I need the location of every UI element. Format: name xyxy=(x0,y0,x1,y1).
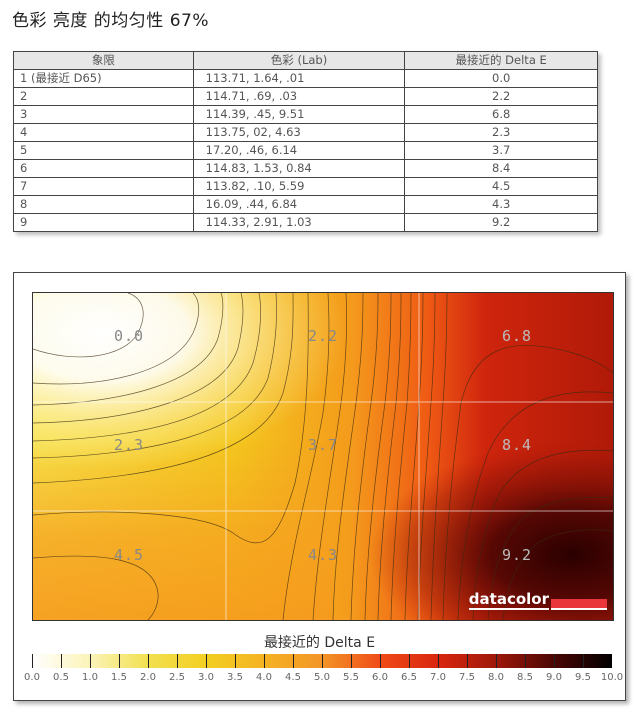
cell-lab: 114.39, .45, 9.51 xyxy=(192,105,406,124)
cell-quadrant: 9 xyxy=(13,213,194,232)
cell-value-q6: 8.4 xyxy=(501,436,533,454)
legend-tick-label: 0.5 xyxy=(53,672,69,683)
legend-tick-label: 1.5 xyxy=(111,672,127,683)
cell-lab: 114.71, .69, .03 xyxy=(192,87,406,106)
cell-delta-e: 2.2 xyxy=(404,87,598,106)
cell-delta-e: 3.7 xyxy=(404,141,598,160)
table-row: 9 114.33, 2.91, 1.03 9.2 xyxy=(13,213,598,232)
cell-delta-e: 6.8 xyxy=(404,105,598,124)
cell-quadrant: 1 (最接近 D65) xyxy=(13,69,194,88)
cell-lab: 113.82, .10, 5.59 xyxy=(192,177,406,196)
lab-table: 象限 色彩 (Lab) 最接近的 Delta E 1 (最接近 D65) 113.… xyxy=(13,51,598,232)
legend-tick-label: 8.0 xyxy=(488,672,504,683)
cell-quadrant: 6 xyxy=(13,159,194,178)
cell-value-q5: 3.7 xyxy=(307,436,339,454)
cell-value-q8: 4.3 xyxy=(307,546,339,564)
logo-text: datacolor xyxy=(468,590,549,610)
legend-tick-label: 9.5 xyxy=(575,672,591,683)
legend-tick-label: 7.5 xyxy=(459,672,475,683)
cell-delta-e: 9.2 xyxy=(404,213,598,232)
table-header-row: 象限 色彩 (Lab) 最接近的 Delta E xyxy=(13,51,598,70)
table-row: 8 16.09, .44, 6.84 4.3 xyxy=(13,195,598,214)
cell-delta-e: 0.0 xyxy=(404,69,598,88)
legend-tick-label: 6.5 xyxy=(401,672,417,683)
header-lab: 色彩 (Lab) xyxy=(192,51,406,70)
cell-quadrant: 3 xyxy=(13,105,194,124)
legend-tick-label: 10.0 xyxy=(600,672,624,683)
header-quadrant: 象限 xyxy=(13,51,194,70)
legend-tick-label: 8.5 xyxy=(517,672,533,683)
uniformity-chart: 0.0 2.2 6.8 2.3 3.7 8.4 4.5 4.3 9.2 data… xyxy=(13,272,626,701)
legend-title: 最接近的 Delta E xyxy=(263,635,376,651)
cell-value-q4: 2.3 xyxy=(113,436,145,454)
cell-lab: 16.09, .44, 6.84 xyxy=(192,195,406,214)
table-row: 7 113.82, .10, 5.59 4.5 xyxy=(13,177,598,196)
legend-tick-label: 9.0 xyxy=(546,672,562,683)
legend-tick-label: 4.5 xyxy=(285,672,301,683)
table-row: 6 114.83, 1.53, 0.84 8.4 xyxy=(13,159,598,178)
cell-lab: 113.75, 02, 4.63 xyxy=(192,123,406,142)
cell-lab: 114.83, 1.53, 0.84 xyxy=(192,159,406,178)
cell-value-q3: 6.8 xyxy=(501,327,533,345)
legend-ticks xyxy=(32,654,612,668)
legend-tick-label: 5.0 xyxy=(314,672,330,683)
table-row: 5 17.20, .46, 6.14 3.7 xyxy=(13,141,598,160)
logo-accent-bar xyxy=(551,599,607,610)
cell-delta-e: 4.3 xyxy=(404,195,598,214)
datacolor-logo: datacolor xyxy=(468,590,607,610)
table-row: 3 114.39, .45, 9.51 6.8 xyxy=(13,105,598,124)
cell-delta-e: 4.5 xyxy=(404,177,598,196)
legend-tick-label: 3.5 xyxy=(227,672,243,683)
page-title: 色彩 亮度 的均匀性 67% xyxy=(12,11,209,31)
cell-delta-e: 2.3 xyxy=(404,123,598,142)
table-row: 4 113.75, 02, 4.63 2.3 xyxy=(13,123,598,142)
legend-tick-label: 7.0 xyxy=(430,672,446,683)
cell-lab: 113.71, 1.64, .01 xyxy=(192,69,406,88)
cell-lab: 17.20, .46, 6.14 xyxy=(192,141,406,160)
cell-quadrant: 7 xyxy=(13,177,194,196)
legend-tick-label: 1.0 xyxy=(82,672,98,683)
table-row: 1 (最接近 D65) 113.71, 1.64, .01 0.0 xyxy=(13,69,598,88)
legend-tick-label: 2.5 xyxy=(169,672,185,683)
heatmap-graphic xyxy=(33,293,613,620)
legend-tick-label: 5.5 xyxy=(343,672,359,683)
legend-tick-label: 2.0 xyxy=(140,672,156,683)
header-delta-e: 最接近的 Delta E xyxy=(404,51,598,70)
cell-value-q9: 9.2 xyxy=(501,546,533,564)
cell-quadrant: 2 xyxy=(13,87,194,106)
uniformity-heatmap: 0.0 2.2 6.8 2.3 3.7 8.4 4.5 4.3 9.2 data… xyxy=(32,292,614,621)
table-row: 2 114.71, .69, .03 2.2 xyxy=(13,87,598,106)
cell-value-q2: 2.2 xyxy=(307,327,339,345)
cell-lab: 114.33, 2.91, 1.03 xyxy=(192,213,406,232)
cell-value-q7: 4.5 xyxy=(113,546,145,564)
cell-quadrant: 4 xyxy=(13,123,194,142)
cell-value-q1: 0.0 xyxy=(113,327,145,345)
legend-tick-label: 0.0 xyxy=(24,672,40,683)
cell-quadrant: 5 xyxy=(13,141,194,160)
legend-tick-label: 4.0 xyxy=(256,672,272,683)
legend-tick-label: 3.0 xyxy=(198,672,214,683)
legend-tick-label: 6.0 xyxy=(372,672,388,683)
cell-quadrant: 8 xyxy=(13,195,194,214)
cell-delta-e: 8.4 xyxy=(404,159,598,178)
